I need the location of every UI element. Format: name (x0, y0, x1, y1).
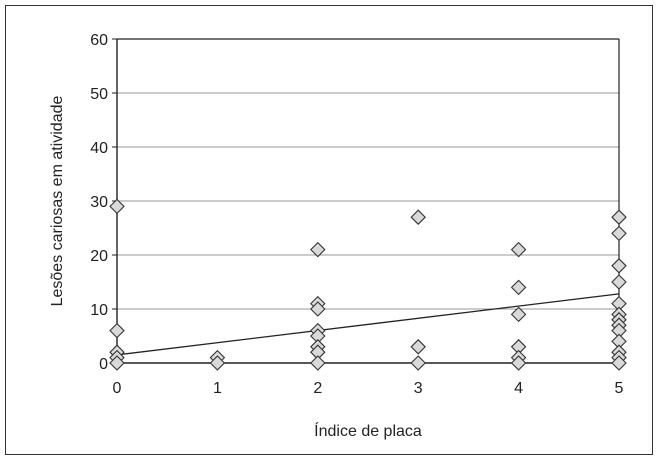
data-point (310, 355, 326, 371)
data-point (410, 209, 426, 225)
data-point (109, 198, 125, 215)
x-tick-label: 4 (514, 380, 523, 397)
x-tick-label: 2 (313, 380, 322, 397)
y-tick-label: 50 (90, 86, 108, 103)
x-tick-label: 5 (615, 380, 624, 397)
x-tick-label: 3 (414, 380, 423, 397)
data-point (410, 339, 426, 355)
data-point (611, 258, 627, 274)
x-tick-label: 0 (113, 380, 122, 397)
data-point (109, 322, 125, 339)
data-point (109, 355, 125, 371)
data-point (310, 301, 326, 317)
y-tick-label: 60 (90, 32, 108, 49)
trendline (116, 293, 620, 356)
data-point (510, 306, 527, 323)
data-point (510, 355, 527, 371)
data-point (410, 355, 426, 371)
y-axis-title: Lesões cariosas em atividade (49, 96, 66, 307)
data-point (611, 355, 627, 371)
tick-labels: 0 10 20 30 40 50 60 0 1 2 3 4 5 (90, 32, 623, 397)
data-points (109, 198, 627, 371)
data-point (310, 241, 326, 258)
data-point (510, 241, 527, 258)
y-tick-label: 30 (90, 194, 108, 211)
data-point (209, 355, 226, 371)
y-tick-label: 40 (90, 140, 108, 157)
axes (112, 38, 620, 368)
data-point (510, 279, 527, 296)
data-point (611, 209, 627, 225)
data-point (611, 225, 627, 242)
x-axis-title: Índice de placa (314, 421, 422, 440)
y-tick-label: 10 (90, 302, 108, 319)
y-tick-label: 0 (99, 356, 108, 373)
x-tick-label: 1 (213, 380, 222, 397)
trendline-group (116, 293, 620, 356)
y-tick-label: 20 (90, 248, 108, 265)
gridlines (117, 38, 619, 310)
chart-frame (5, 5, 653, 455)
data-point (611, 274, 627, 290)
